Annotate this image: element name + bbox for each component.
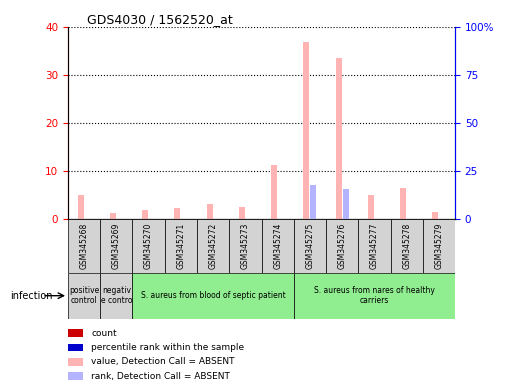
Bar [68,372,84,380]
Text: GSM345270: GSM345270 [144,223,153,269]
Bar [207,204,212,219]
Text: GSM345278: GSM345278 [402,223,411,269]
Text: percentile rank within the sample: percentile rank within the sample [91,343,244,352]
Text: GSM345272: GSM345272 [209,223,218,269]
Bar [100,219,132,273]
Bar [175,208,180,219]
Bar [368,195,374,219]
Bar [68,344,84,351]
Text: GSM345276: GSM345276 [338,223,347,269]
Bar [68,273,100,319]
Bar [303,42,309,219]
Bar [68,219,100,273]
Text: rank, Detection Call = ABSENT: rank, Detection Call = ABSENT [91,372,230,381]
Text: GSM345277: GSM345277 [370,223,379,269]
Bar [311,185,316,219]
Bar [326,219,358,273]
Text: GSM345268: GSM345268 [79,223,88,269]
Bar [358,219,391,273]
Bar [391,219,423,273]
Text: count: count [91,329,117,338]
Bar [68,358,84,366]
Text: GSM345273: GSM345273 [241,223,250,269]
Bar [343,189,348,219]
Bar [132,273,294,319]
Text: negativ
e contro: negativ e contro [100,286,132,305]
Bar [142,210,148,219]
Bar [110,213,116,219]
Bar [78,195,84,219]
Text: GSM345269: GSM345269 [112,223,121,269]
Bar [132,219,165,273]
Text: S. aureus from nares of healthy
carriers: S. aureus from nares of healthy carriers [314,286,435,305]
Bar [197,219,229,273]
Bar [262,219,294,273]
Bar [68,329,84,337]
Text: GSM345271: GSM345271 [176,223,185,269]
Bar [336,58,342,219]
Text: S. aureus from blood of septic patient: S. aureus from blood of septic patient [141,291,286,300]
Text: value, Detection Call = ABSENT: value, Detection Call = ABSENT [91,357,235,366]
Text: GSM345275: GSM345275 [305,223,314,269]
Text: GSM345279: GSM345279 [435,223,444,269]
Text: infection: infection [10,291,53,301]
Bar [229,219,262,273]
Bar [271,165,277,219]
Text: positive
control: positive control [69,286,99,305]
Bar [165,219,197,273]
Bar [400,188,406,219]
Bar [239,207,245,219]
Text: GDS4030 / 1562520_at: GDS4030 / 1562520_at [87,13,233,26]
Bar [294,273,455,319]
Bar [294,219,326,273]
Bar [100,273,132,319]
Text: GSM345274: GSM345274 [273,223,282,269]
Bar [423,219,455,273]
Bar [433,212,438,219]
